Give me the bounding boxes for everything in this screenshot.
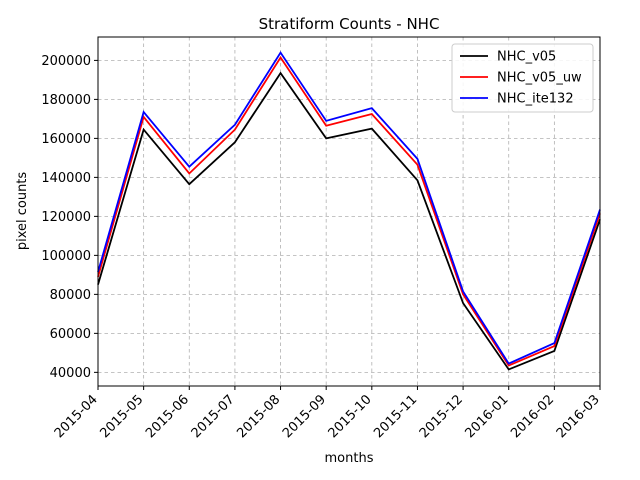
y-tick-label: 160000 [41, 132, 91, 147]
legend: NHC_v05 NHC_v05_uw NHC_ite132 [451, 43, 594, 113]
y-tick-label: 80000 [50, 288, 91, 303]
y-tick-label: 140000 [41, 171, 91, 186]
series-line-nhc-v05-uw [97, 55, 601, 367]
plot-frame [97, 36, 601, 387]
legend-label-nhc-v05: NHC_v05 [497, 50, 556, 65]
y-tick-label: 120000 [41, 210, 91, 225]
y-tick-label: 40000 [50, 366, 91, 381]
y-tick-label: 200000 [41, 54, 91, 69]
legend-box [451, 43, 594, 113]
x-axis-label: months [325, 451, 374, 466]
y-tick-label: 180000 [41, 93, 91, 108]
legend-label-nhc-ite132: NHC_ite132 [497, 92, 574, 107]
y-tick-label: 60000 [50, 327, 91, 342]
legend-label-nhc-v05-uw: NHC_v05_uw [497, 71, 582, 86]
series-line-nhc-v05 [97, 71, 601, 371]
y-tick-label: 100000 [41, 249, 91, 264]
series-layer [97, 50, 601, 371]
series-line-nhc-ite132 [97, 50, 601, 365]
y-axis-label: pixel counts [15, 172, 30, 251]
chart-title: Stratiform Counts - NHC [259, 15, 440, 33]
